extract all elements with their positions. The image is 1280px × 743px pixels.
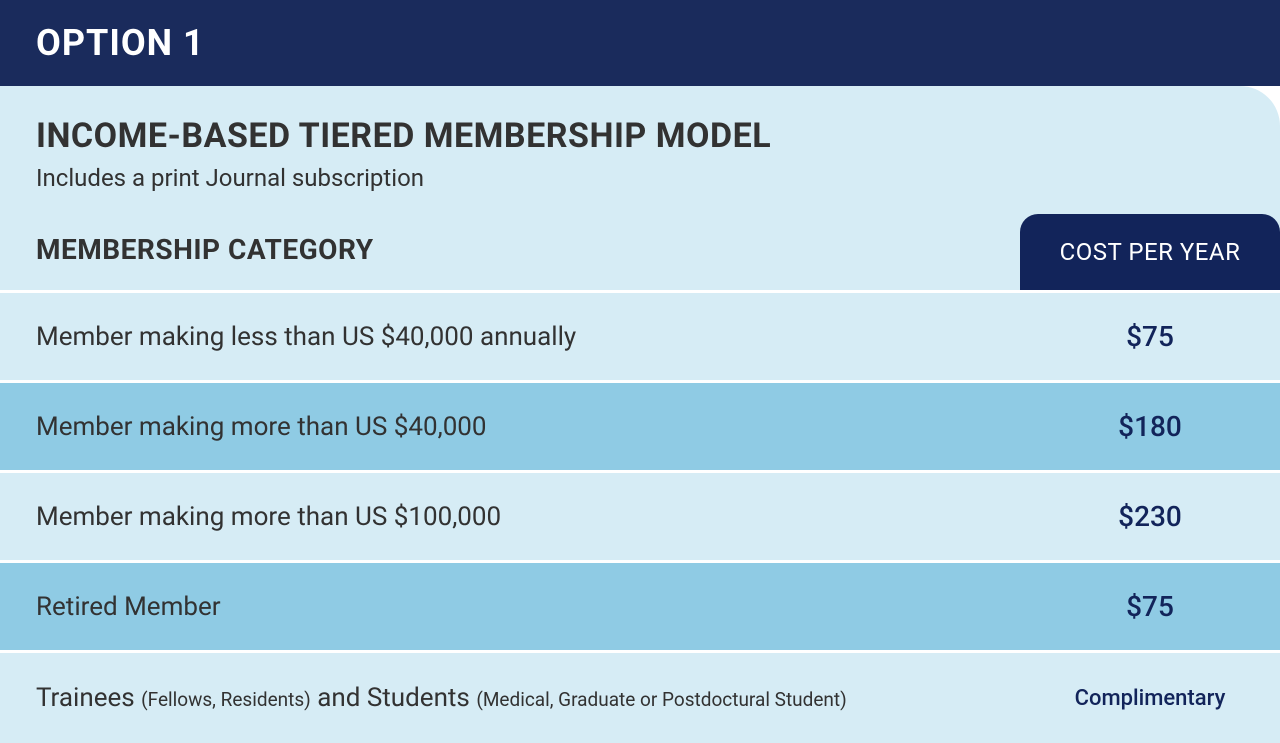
table-row: Member making more than US $100,000$230 <box>0 473 1280 563</box>
table-row: Member making less than US $40,000 annua… <box>0 293 1280 383</box>
option-header: OPTION 1 <box>0 0 1280 86</box>
membership-pricing-card: OPTION 1 INCOME-BASED TIERED MEMBERSHIP … <box>0 0 1280 740</box>
row-cost: $230 <box>1020 500 1280 533</box>
table-header-row: MEMBERSHIP CATEGORY COST PER YEAR <box>0 210 1280 290</box>
category-header: MEMBERSHIP CATEGORY <box>36 233 1020 290</box>
title-section: INCOME-BASED TIERED MEMBERSHIP MODEL Inc… <box>0 116 1280 210</box>
main-title: INCOME-BASED TIERED MEMBERSHIP MODEL <box>36 116 1244 156</box>
card-body: INCOME-BASED TIERED MEMBERSHIP MODEL Inc… <box>0 86 1280 743</box>
table-row: Retired Member$75 <box>0 563 1280 653</box>
option-title: OPTION 1 <box>36 22 205 64</box>
row-label: Member making more than US $100,000 <box>0 478 1020 556</box>
row-cost: $180 <box>1020 410 1280 443</box>
row-label: Trainees (Fellows, Residents) and Studen… <box>0 659 1020 737</box>
row-cost: $75 <box>1020 320 1280 353</box>
row-label: Member making less than US $40,000 annua… <box>0 298 1020 376</box>
table-row: Trainees (Fellows, Residents) and Studen… <box>0 653 1280 743</box>
table-row: Member making more than US $40,000$180 <box>0 383 1280 473</box>
subtitle: Includes a print Journal subscription <box>36 164 1244 192</box>
cost-header: COST PER YEAR <box>1020 214 1280 290</box>
table-body: Member making less than US $40,000 annua… <box>0 290 1280 743</box>
row-label: Member making more than US $40,000 <box>0 388 1020 466</box>
row-cost: Complimentary <box>1020 686 1280 711</box>
row-cost: $75 <box>1020 590 1280 623</box>
row-label: Retired Member <box>0 568 1020 646</box>
